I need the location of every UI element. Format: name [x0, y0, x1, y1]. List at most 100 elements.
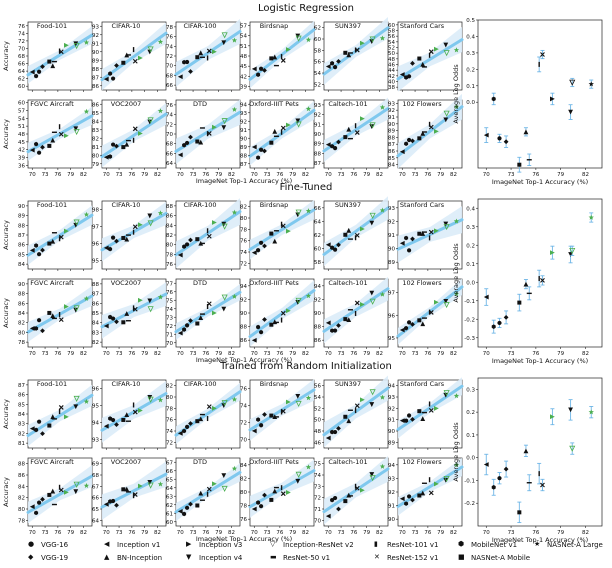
y-tick-label: 95: [388, 336, 395, 342]
y-tick-label: 65: [166, 477, 173, 483]
model-marker: [231, 37, 238, 43]
y-tick-label: 52: [314, 406, 321, 412]
legend-item: ▬ ResNet-50 v1: [270, 553, 330, 562]
y-axis-label: Accuracy: [2, 399, 10, 429]
panel-title: VOC2007: [111, 279, 142, 287]
y-tick-label: 80: [92, 153, 99, 159]
x-tick-label: 70: [325, 351, 332, 357]
model-marker: [428, 490, 434, 496]
x-tick-label: 82: [302, 351, 309, 357]
model-marker: [121, 320, 126, 325]
model-marker: [73, 126, 79, 132]
panel-title: FGVC Aircraft: [30, 279, 74, 287]
model-marker: [36, 69, 42, 74]
y-tick-label: 89: [388, 129, 395, 135]
y-tick-label: 80: [240, 216, 247, 222]
model-marker: [195, 503, 200, 508]
legend-item: ● VGG-16: [28, 540, 68, 549]
model-marker: [47, 59, 52, 64]
model-marker: [379, 291, 386, 297]
y-tick-label: 90: [18, 204, 25, 210]
model-marker: [354, 130, 360, 135]
panel-title: Oxford-IIIT Pets: [249, 100, 299, 108]
x-tick-label: 76: [128, 530, 135, 536]
model-marker: [198, 139, 204, 145]
model-marker: [262, 317, 267, 322]
model-marker: [47, 423, 52, 428]
model-marker: [29, 247, 35, 253]
log-odds-frame: [477, 19, 603, 169]
model-marker: [51, 232, 57, 234]
model-marker: [369, 122, 376, 129]
log-odds-marker: [569, 247, 576, 255]
x-tick-label: 76: [202, 172, 209, 178]
model-marker: [269, 497, 274, 502]
y-tick-label: 87: [92, 75, 99, 81]
model-marker: [325, 142, 331, 148]
y-tick-label: 87: [240, 162, 247, 168]
model-marker: [73, 219, 80, 226]
panel-title: SUN397: [335, 22, 361, 30]
model-marker: [434, 299, 439, 305]
log-odds-marker: [523, 281, 529, 287]
log-odds-x-tick-label: 76: [532, 351, 539, 357]
y-tick-label: 84: [18, 484, 25, 490]
y-tick-label: 54: [18, 116, 25, 122]
panel-title: DTD: [193, 458, 207, 466]
model-marker: [73, 404, 79, 410]
y-tick-label: 88: [18, 223, 25, 229]
model-marker: [121, 60, 126, 65]
y-tick-label: 78: [18, 340, 25, 346]
model-marker: [262, 492, 267, 498]
model-marker: [34, 510, 39, 516]
model-marker: [73, 395, 80, 403]
model-marker: [428, 229, 434, 235]
model-marker: [73, 43, 80, 50]
model-marker: [73, 489, 79, 495]
y-tick-label: 48: [240, 54, 247, 60]
model-marker: [121, 145, 126, 150]
x-tick-label: 76: [276, 530, 283, 536]
y-tick-label: 90: [240, 311, 247, 317]
log-odds-marker: [588, 81, 594, 87]
model-marker: [206, 55, 209, 61]
log-odds-y-tick-label: -0.1: [464, 478, 475, 484]
model-marker: [369, 472, 375, 477]
y-tick-label: 88: [240, 153, 247, 159]
y-tick-label: 93: [92, 438, 99, 444]
model-marker: [132, 409, 138, 415]
x-tick-label: 79: [437, 530, 444, 536]
y-tick-label: 84: [166, 223, 173, 229]
log-odds-marker: [517, 510, 522, 515]
x-tick-label: 79: [141, 530, 148, 536]
y-tick-label: 64: [18, 69, 25, 75]
model-marker: [51, 60, 57, 63]
y-tick-label: 97: [388, 291, 395, 297]
log-odds-marker: [503, 139, 509, 145]
y-tick-label: 87: [314, 161, 321, 167]
model-marker: [147, 46, 154, 53]
model-marker: [410, 236, 415, 242]
y-tick-label: 92: [314, 113, 321, 119]
x-tick-label: 79: [141, 351, 148, 357]
y-tick-label: 88: [92, 282, 99, 288]
model-marker: [272, 488, 278, 494]
x-tick-label: 70: [399, 351, 406, 357]
model-marker: [343, 499, 348, 504]
y-tick-label: 74: [166, 429, 173, 435]
y-tick-label: 85: [92, 111, 99, 117]
model-marker: [36, 150, 42, 155]
y-tick-label: 42: [388, 74, 395, 80]
model-marker: [29, 69, 35, 75]
model-marker: [360, 116, 365, 122]
model-marker: [346, 52, 352, 58]
log-odds-x-tick-label: 73: [508, 172, 515, 178]
panel-title: DTD: [193, 279, 207, 287]
y-tick-label: 94: [92, 421, 99, 427]
y-tick-label: 68: [166, 73, 173, 79]
x-tick-label: 70: [177, 530, 184, 536]
model-marker: [295, 478, 301, 484]
x-tick-label: 73: [412, 351, 419, 357]
y-tick-label: 74: [240, 404, 247, 410]
model-marker: [58, 131, 64, 137]
